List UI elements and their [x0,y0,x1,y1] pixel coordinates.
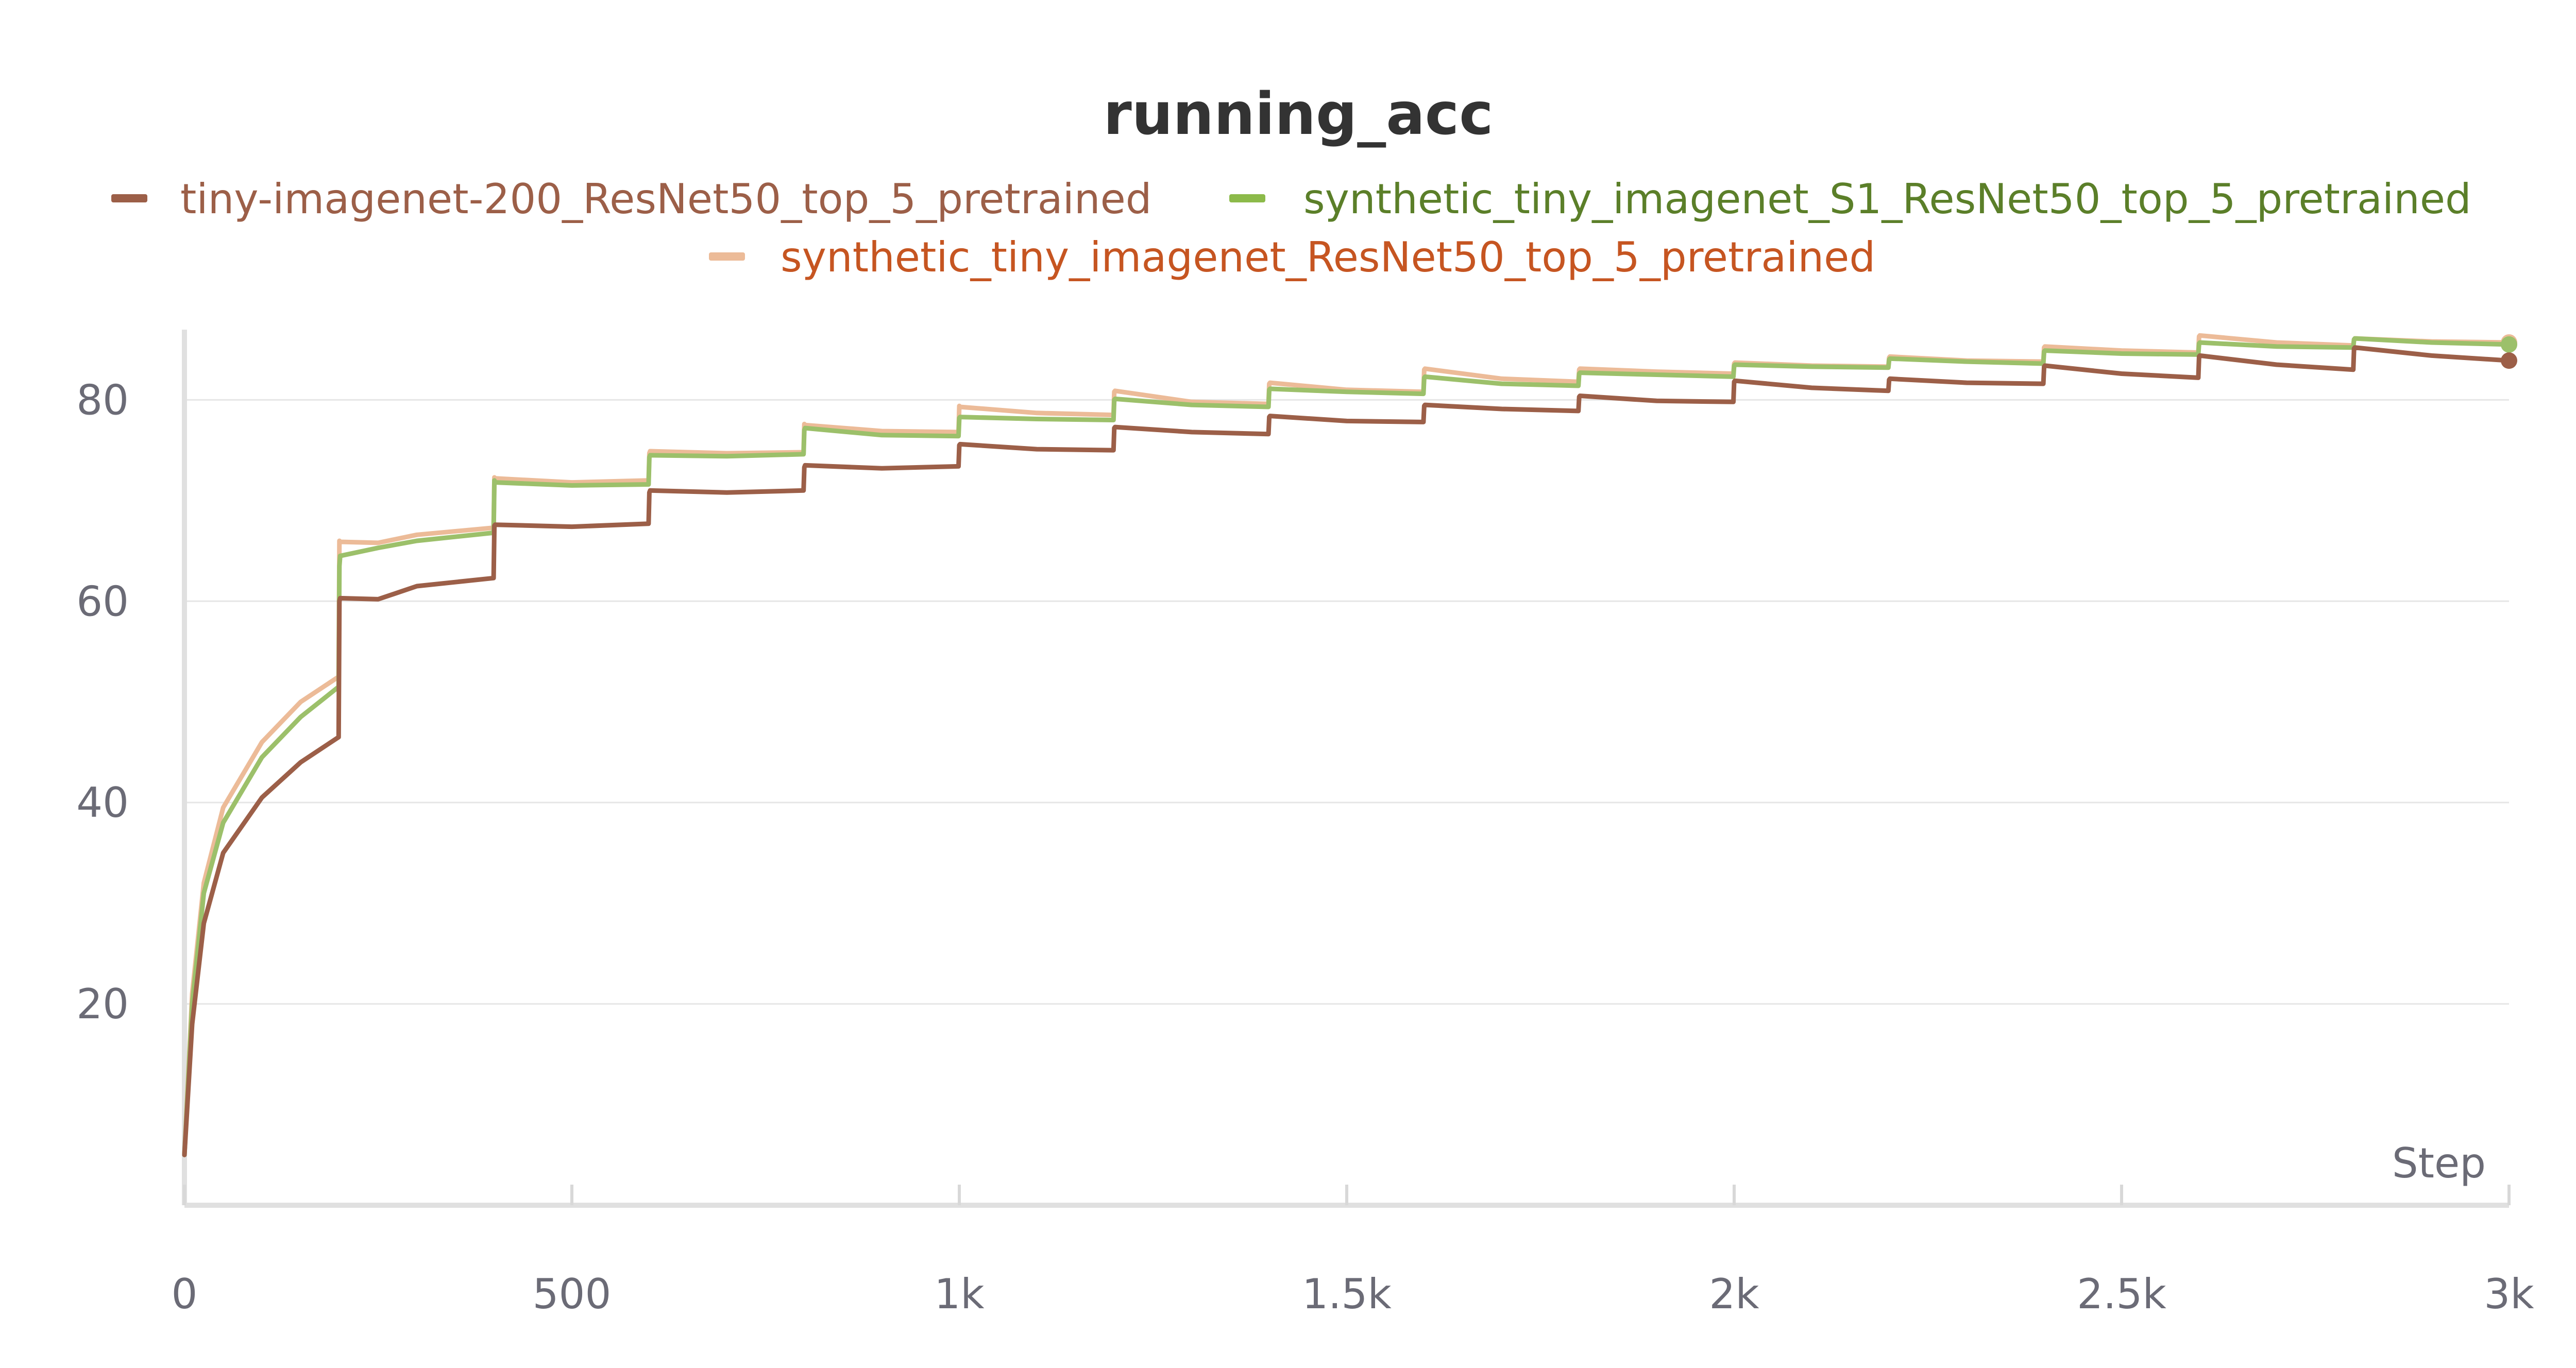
series-end-point-2 [2501,336,2517,353]
legend-item-series-3[interactable]: synthetic_tiny_imagenet_ResNet50_top_5_p… [709,233,1875,281]
legend-item-series-2[interactable]: synthetic_tiny_imagenet_S1_ResNet50_top_… [1229,175,2471,223]
x-tick-label-1500: 1.5k [1302,1270,1392,1318]
x-tick-label-3000: 3k [2484,1270,2534,1318]
legend-swatch-series-2 [1229,194,1265,202]
x-tick-label-0: 0 [172,1270,198,1318]
x-axis: 0 500 1k 1.5k 2k 2.5k 3k [172,330,2534,1318]
y-tick-label-20: 20 [76,980,129,1028]
y-tick-label-60: 60 [76,577,129,625]
x-tick-label-2000: 2k [1709,1270,1759,1318]
x-tick-label-500: 500 [533,1270,612,1318]
series-line-2 [182,336,2512,1157]
chart-title: running_acc [1103,81,1493,148]
legend-label-series-1: tiny-imagenet-200_ResNet50_top_5_pretrai… [180,175,1152,223]
legend-swatch-series-1 [111,194,147,202]
legend: tiny-imagenet-200_ResNet50_top_5_pretrai… [111,175,2471,281]
grid-lines [184,399,2509,1005]
series-end-point-1 [2501,352,2517,369]
legend-label-series-2: synthetic_tiny_imagenet_S1_ResNet50_top_… [1303,175,2471,223]
x-tick-label-2500: 2.5k [2077,1270,2166,1318]
legend-label-series-3: synthetic_tiny_imagenet_ResNet50_top_5_p… [781,233,1875,281]
x-tick-label-1000: 1k [934,1270,985,1318]
y-tick-label-80: 80 [76,376,129,424]
series-lines [182,333,2517,1157]
legend-swatch-series-3 [709,252,745,261]
series-line-3 [182,333,2512,1157]
legend-item-series-1[interactable]: tiny-imagenet-200_ResNet50_top_5_pretrai… [111,175,1152,223]
y-axis-ticks: 20 40 60 80 [76,376,129,1028]
x-axis-label: Step [2392,1139,2486,1187]
series-line-1 [182,345,2512,1157]
y-tick-label-40: 40 [76,779,129,827]
